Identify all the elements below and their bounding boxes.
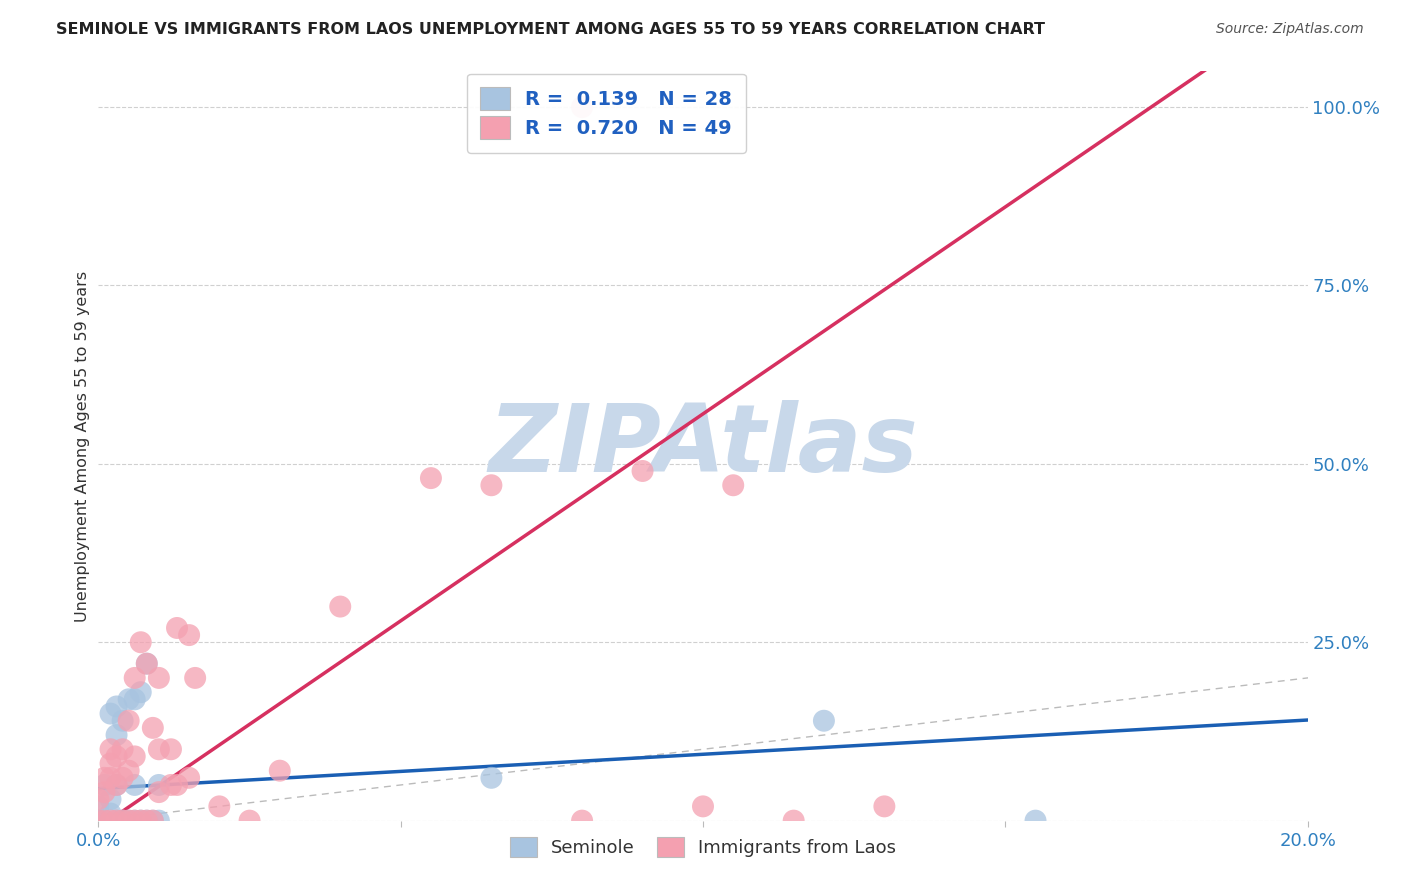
Point xyxy=(148,785,170,799)
Point xyxy=(135,814,157,828)
Point xyxy=(105,749,128,764)
Point xyxy=(160,742,183,756)
Point xyxy=(100,756,122,771)
Point xyxy=(239,814,262,828)
Point xyxy=(481,771,503,785)
Point xyxy=(129,635,152,649)
Point xyxy=(124,671,146,685)
Point xyxy=(105,814,128,828)
Point xyxy=(723,478,745,492)
Point xyxy=(111,742,134,756)
Point xyxy=(93,814,115,828)
Point xyxy=(100,742,122,756)
Point xyxy=(124,778,146,792)
Point xyxy=(118,714,141,728)
Point xyxy=(142,721,165,735)
Point xyxy=(813,714,835,728)
Point xyxy=(100,706,122,721)
Point xyxy=(118,814,141,828)
Point xyxy=(87,814,110,828)
Point xyxy=(1024,814,1046,828)
Point xyxy=(148,778,170,792)
Point xyxy=(148,671,170,685)
Point xyxy=(105,778,128,792)
Point xyxy=(148,814,170,828)
Legend: Seminole, Immigrants from Laos: Seminole, Immigrants from Laos xyxy=(502,830,904,864)
Point xyxy=(105,814,128,828)
Point xyxy=(571,814,593,828)
Point xyxy=(118,692,141,706)
Point xyxy=(87,814,110,828)
Point xyxy=(148,742,170,756)
Point xyxy=(142,814,165,828)
Point xyxy=(166,621,188,635)
Point xyxy=(118,814,141,828)
Point xyxy=(329,599,352,614)
Point xyxy=(111,814,134,828)
Point xyxy=(105,699,128,714)
Point xyxy=(93,778,115,792)
Point xyxy=(783,814,806,828)
Point xyxy=(481,478,503,492)
Point xyxy=(124,814,146,828)
Point xyxy=(129,685,152,699)
Point xyxy=(135,814,157,828)
Point xyxy=(111,714,134,728)
Point xyxy=(93,814,115,828)
Point xyxy=(124,749,146,764)
Point xyxy=(631,464,654,478)
Point xyxy=(129,814,152,828)
Point xyxy=(420,471,443,485)
Text: SEMINOLE VS IMMIGRANTS FROM LAOS UNEMPLOYMENT AMONG AGES 55 TO 59 YEARS CORRELAT: SEMINOLE VS IMMIGRANTS FROM LAOS UNEMPLO… xyxy=(56,22,1045,37)
Point xyxy=(269,764,291,778)
Y-axis label: Unemployment Among Ages 55 to 59 years: Unemployment Among Ages 55 to 59 years xyxy=(75,270,90,622)
Point xyxy=(135,657,157,671)
Point xyxy=(571,100,593,114)
Point xyxy=(179,771,201,785)
Point xyxy=(135,657,157,671)
Point xyxy=(93,785,115,799)
Point xyxy=(87,792,110,806)
Text: ZIPAtlas: ZIPAtlas xyxy=(488,400,918,492)
Point xyxy=(100,792,122,806)
Point xyxy=(166,778,188,792)
Point xyxy=(105,728,128,742)
Point xyxy=(124,814,146,828)
Point xyxy=(105,778,128,792)
Point xyxy=(111,814,134,828)
Point xyxy=(160,778,183,792)
Point xyxy=(692,799,714,814)
Text: Source: ZipAtlas.com: Source: ZipAtlas.com xyxy=(1216,22,1364,37)
Point xyxy=(100,771,122,785)
Point xyxy=(873,799,896,814)
Point xyxy=(93,771,115,785)
Point xyxy=(142,814,165,828)
Point xyxy=(129,814,152,828)
Point xyxy=(100,806,122,821)
Point xyxy=(179,628,201,642)
Point xyxy=(118,764,141,778)
Point xyxy=(184,671,207,685)
Point xyxy=(124,692,146,706)
Point xyxy=(111,771,134,785)
Point xyxy=(208,799,231,814)
Point xyxy=(87,799,110,814)
Point xyxy=(100,814,122,828)
